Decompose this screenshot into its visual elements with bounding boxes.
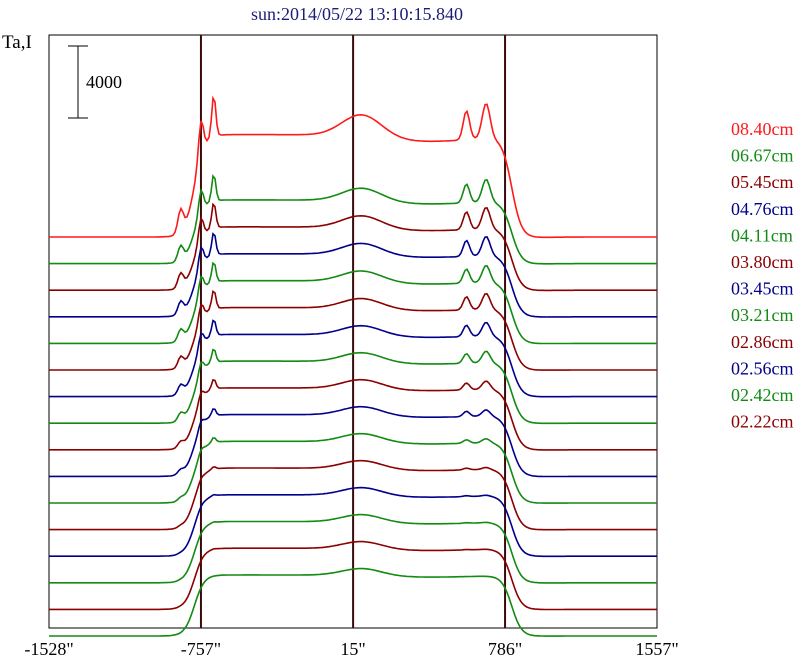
x-axis-ticks: -1528" -757" 15" 786" 1557"	[24, 639, 678, 659]
x-tick-label-3: 786"	[488, 639, 522, 659]
legend-entry-04.11cm: 04.11cm	[731, 225, 793, 245]
series-line-04.76cm	[49, 232, 657, 318]
scale-bar: 4000	[68, 45, 122, 119]
scale-bar-label: 4000	[86, 72, 122, 92]
legend-entry-08.40cm: 08.40cm	[731, 119, 794, 139]
legend: 08.40cm 06.67cm 05.45cm 04.76cm 04.11cm 03.80…	[731, 119, 794, 432]
series-line-03.45cm	[49, 319, 657, 398]
legend-entry-02.42cm: 02.42cm	[731, 385, 794, 405]
legend-entry-02.86cm: 02.86cm	[731, 332, 794, 352]
series-line-02.22cm	[49, 459, 657, 531]
series-line-02.56cm	[49, 405, 657, 478]
legend-entry-03.80cm: 03.80cm	[731, 252, 794, 272]
series-line-02.42cm	[49, 432, 657, 504]
series-line-05.45cm	[49, 202, 657, 292]
series-line-04.11cm	[49, 261, 657, 345]
legend-entry-05.45cm: 05.45cm	[731, 172, 794, 192]
series-line-unlabeled-13	[49, 513, 657, 584]
series-line-03.21cm	[49, 348, 657, 425]
series-line-unlabeled-12	[49, 486, 657, 558]
y-axis-label: Ta,I	[2, 32, 32, 53]
legend-entry-02.56cm: 02.56cm	[731, 358, 794, 378]
series-line-08.40cm	[49, 95, 657, 239]
series-line-03.80cm	[49, 289, 657, 371]
legend-entry-03.21cm: 03.21cm	[731, 305, 794, 325]
series-line-unlabeled-14	[49, 540, 657, 611]
legend-entry-04.76cm: 04.76cm	[731, 199, 794, 219]
spectra-curves	[49, 95, 657, 637]
legend-entry-02.22cm: 02.22cm	[731, 412, 794, 432]
legend-entry-03.45cm: 03.45cm	[731, 279, 794, 299]
legend-entry-06.67cm: 06.67cm	[731, 146, 794, 166]
series-line-unlabeled-15	[49, 567, 657, 637]
series-line-06.67cm	[49, 174, 657, 265]
x-tick-label-4: 1557"	[635, 639, 678, 659]
chart-title: sun:2014/05/22 13:10:15.840	[251, 4, 463, 24]
x-tick-label-2: 15"	[340, 639, 365, 659]
limb-markers	[199, 35, 507, 628]
x-tick-label-1: -757"	[181, 639, 221, 659]
x-tick-label-0: -1528"	[24, 639, 73, 659]
series-line-02.86cm	[49, 378, 657, 451]
